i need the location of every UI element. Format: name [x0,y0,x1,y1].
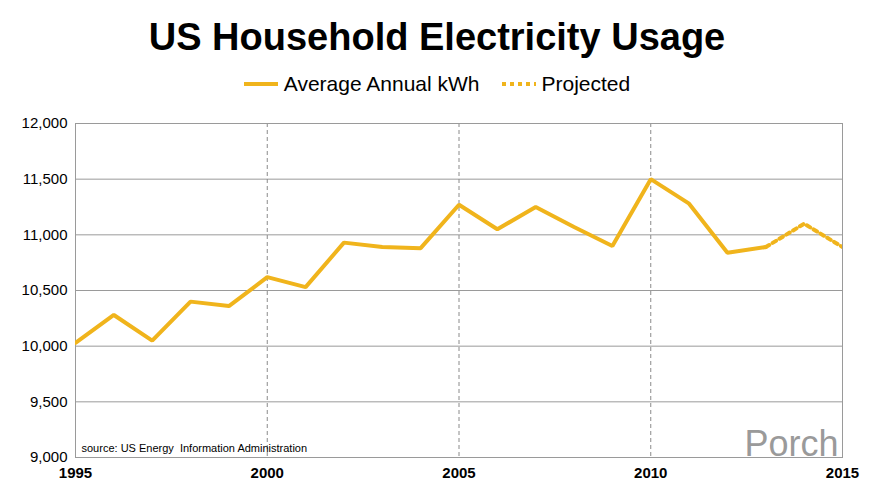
svg-text:source: US Energy Information: source: US Energy Information Administra… [82,442,308,454]
svg-text:Porch: Porch [744,423,838,464]
svg-text:2000: 2000 [251,464,284,481]
svg-text:2015: 2015 [826,464,859,481]
html-text:US Household Electricity Usage: US Household Electricity Usage [148,16,726,58]
html-text:Projected: Projected [541,71,631,95]
svg-text:11,000: 11,000 [23,226,68,243]
svg-text:1995: 1995 [59,464,92,481]
svg-text:11,500: 11,500 [23,170,68,187]
svg-text:12,000: 12,000 [22,114,68,131]
svg-text:10,500: 10,500 [22,281,68,298]
svg-text:2010: 2010 [634,464,667,481]
svg-text:2005: 2005 [442,464,475,481]
svg-text:9,000: 9,000 [30,448,68,465]
svg-text:9,500: 9,500 [30,393,68,410]
svg-text:10,000: 10,000 [22,337,68,354]
html-text:Average Annual kWh: Average Annual kWh [283,71,480,95]
